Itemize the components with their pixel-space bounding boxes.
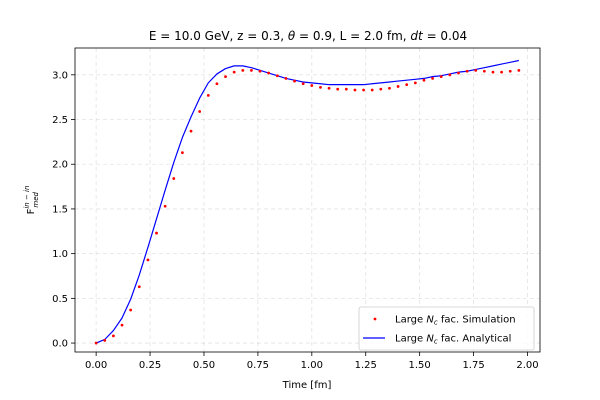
simulation-point [431, 77, 434, 80]
y-tick-label: 2.5 [52, 115, 68, 126]
simulation-point [509, 70, 512, 73]
simulation-point [440, 75, 443, 78]
simulation-point [241, 69, 244, 72]
simulation-point [474, 69, 477, 72]
simulation-point [147, 259, 150, 262]
simulation-point [423, 79, 426, 82]
simulation-point [388, 87, 391, 90]
legend-marker-simulation [374, 318, 377, 321]
x-tick-label: 0.25 [139, 360, 161, 371]
simulation-point [129, 309, 132, 312]
simulation-point [466, 70, 469, 73]
simulation-point [121, 324, 124, 327]
simulation-point [414, 81, 417, 84]
x-axis-label: Time [fm] [282, 380, 332, 391]
simulation-point [216, 82, 219, 85]
simulation-point [95, 342, 98, 345]
simulation-point [405, 83, 408, 86]
simulation-point [457, 72, 460, 75]
y-tick-label: 1.0 [52, 249, 68, 260]
simulation-point [500, 71, 503, 74]
x-tick-label: 1.25 [355, 360, 377, 371]
simulation-point [285, 77, 288, 80]
simulation-point [345, 88, 348, 91]
simulation-point [492, 71, 495, 74]
simulation-point [198, 110, 201, 113]
x-tick-label: 1.50 [409, 360, 431, 371]
simulation-point [379, 88, 382, 91]
x-tick-label: 1.75 [462, 360, 484, 371]
simulation-point [302, 82, 305, 85]
legend-label-analytical: Large Nc fac. Analytical [395, 334, 511, 346]
simulation-point [397, 85, 400, 88]
simulation-point [190, 130, 193, 133]
legend-label-simulation: Large Nc fac. Simulation [395, 315, 516, 327]
y-tick-label: 2.0 [52, 160, 68, 171]
y-tick-label: 0.0 [52, 339, 68, 350]
simulation-point [172, 177, 175, 180]
simulation-point [267, 72, 270, 75]
y-tick-label: 3.0 [52, 70, 68, 81]
simulation-point [276, 74, 279, 77]
x-tick-label: 0.00 [85, 360, 107, 371]
simulation-point [233, 71, 236, 74]
simulation-point [362, 89, 365, 92]
simulation-point [354, 89, 357, 92]
simulation-point [103, 339, 106, 342]
simulation-point [336, 88, 339, 91]
x-tick-label: 0.50 [193, 360, 215, 371]
simulation-point [155, 232, 158, 235]
simulation-point [207, 94, 210, 97]
x-tick-label: 0.75 [247, 360, 269, 371]
legend: Large Nc fac. Simulation Large Nc fac. A… [359, 307, 534, 350]
simulation-point [328, 87, 331, 90]
x-tick-label: 1.00 [301, 360, 323, 371]
simulation-point [250, 69, 253, 72]
simulation-point [138, 285, 141, 288]
simulation-point [319, 86, 322, 89]
simulation-point [371, 89, 374, 92]
y-tick-label: 1.5 [52, 204, 68, 215]
simulation-point [310, 84, 313, 87]
simulation-point [483, 70, 486, 73]
y-tick-label: 0.5 [52, 294, 68, 305]
simulation-point [224, 75, 227, 78]
x-tick-label: 2.00 [516, 360, 538, 371]
simulation-point [181, 151, 184, 154]
simulation-point [259, 70, 262, 73]
chart-title: E = 10.0 GeV, z = 0.3, θ = 0.9, L = 2.0 … [149, 29, 467, 43]
simulation-point [164, 205, 167, 208]
simulation-point [293, 80, 296, 83]
simulation-point [448, 73, 451, 76]
simulation-point [517, 69, 520, 72]
simulation-point [112, 335, 115, 338]
